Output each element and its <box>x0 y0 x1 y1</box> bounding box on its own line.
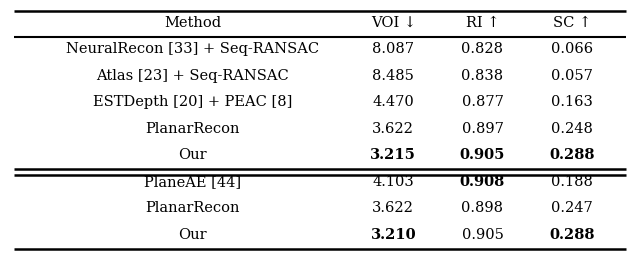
Text: 0.247: 0.247 <box>551 201 593 215</box>
Text: 0.066: 0.066 <box>550 42 593 56</box>
Text: PlaneAE [44]: PlaneAE [44] <box>144 175 241 189</box>
Text: 8.485: 8.485 <box>372 69 414 83</box>
Text: NeuralRecon [33] + Seq-RANSAC: NeuralRecon [33] + Seq-RANSAC <box>66 42 319 56</box>
Text: 0.288: 0.288 <box>549 228 595 242</box>
Text: 3.210: 3.210 <box>371 228 416 242</box>
Text: 3.622: 3.622 <box>372 201 414 215</box>
Text: Our: Our <box>179 148 207 162</box>
Text: 0.838: 0.838 <box>461 69 504 83</box>
Text: Atlas [23] + Seq-RANSAC: Atlas [23] + Seq-RANSAC <box>96 69 289 83</box>
Text: 0.248: 0.248 <box>551 122 593 136</box>
Text: VOI ↓: VOI ↓ <box>371 16 416 30</box>
Text: SC ↑: SC ↑ <box>552 16 591 30</box>
Text: 3.215: 3.215 <box>371 148 416 162</box>
Text: 0.877: 0.877 <box>461 95 504 109</box>
Text: 0.288: 0.288 <box>549 148 595 162</box>
Text: 4.103: 4.103 <box>372 175 414 189</box>
Text: Our: Our <box>179 228 207 242</box>
Text: 0.828: 0.828 <box>461 42 504 56</box>
Text: PlanarRecon: PlanarRecon <box>145 122 240 136</box>
Text: 8.087: 8.087 <box>372 42 414 56</box>
Text: 0.057: 0.057 <box>551 69 593 83</box>
Text: 4.470: 4.470 <box>372 95 414 109</box>
Text: 0.898: 0.898 <box>461 201 504 215</box>
Text: PlanarRecon: PlanarRecon <box>145 201 240 215</box>
Text: 0.188: 0.188 <box>551 175 593 189</box>
Text: 0.905: 0.905 <box>461 228 504 242</box>
Text: 0.905: 0.905 <box>460 148 505 162</box>
Text: 3.622: 3.622 <box>372 122 414 136</box>
Text: 0.163: 0.163 <box>551 95 593 109</box>
Text: 0.897: 0.897 <box>461 122 504 136</box>
Text: 0.908: 0.908 <box>460 175 505 189</box>
Text: RI ↑: RI ↑ <box>466 16 499 30</box>
Text: ESTDepth [20] + PEAC [8]: ESTDepth [20] + PEAC [8] <box>93 95 292 109</box>
Text: Method: Method <box>164 16 221 30</box>
